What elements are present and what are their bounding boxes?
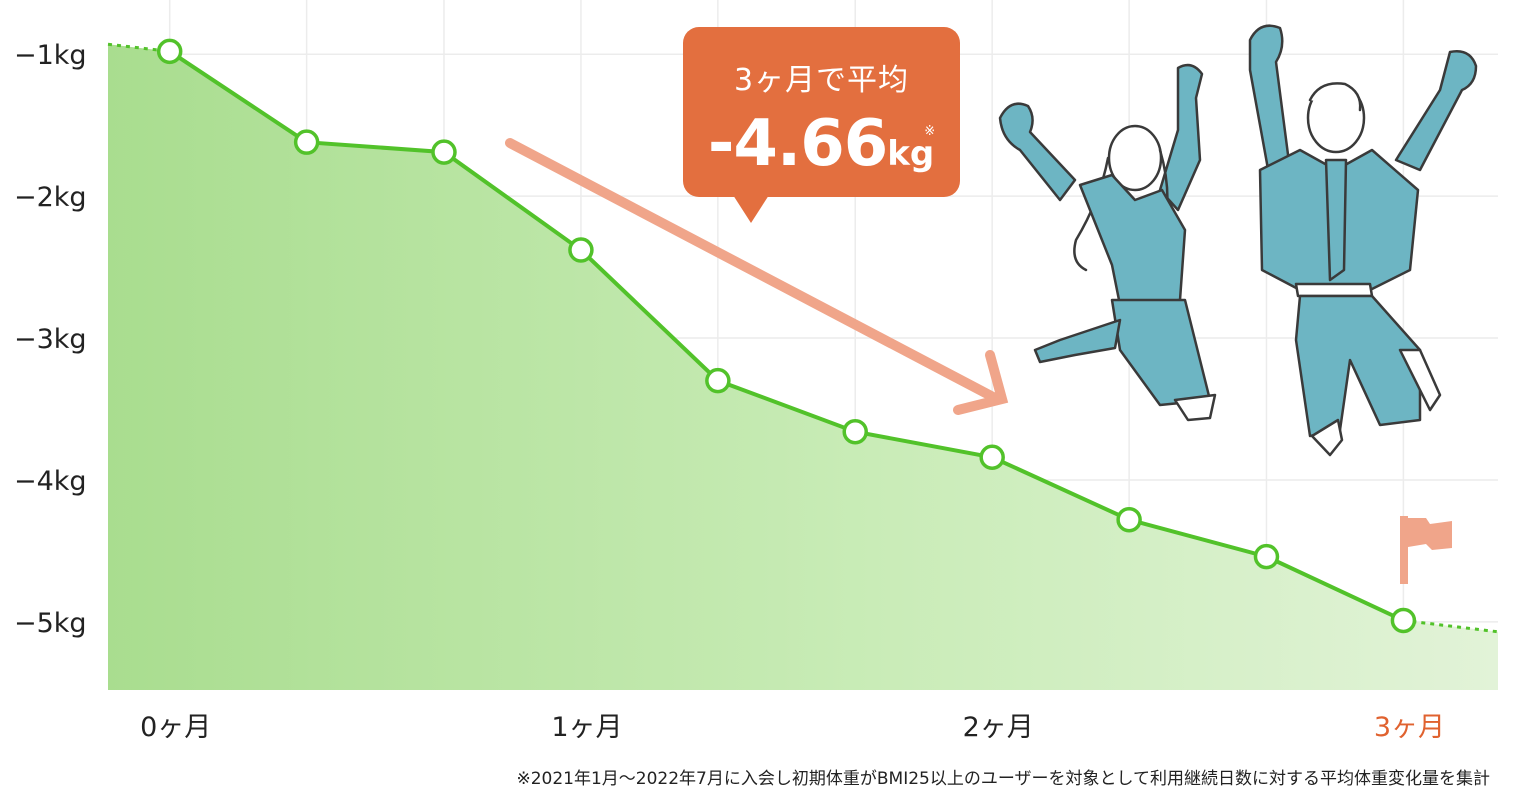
callout-note-mark: ※: [924, 124, 936, 139]
woman-figure: [998, 63, 1217, 422]
footnote: ※2021年1月〜2022年7月に入会し初期体重がBMI25以上のユーザーを対象…: [516, 769, 1490, 789]
data-point: [293, 129, 320, 155]
callout-value: -4.66: [707, 107, 888, 181]
x-tick-label: 0ヶ月: [140, 712, 211, 743]
callout-pointer: [733, 195, 769, 223]
callout-box: [683, 27, 960, 197]
callout-value-row: -4.66kg※: [683, 107, 960, 181]
callout-unit: kg: [887, 134, 935, 174]
data-point: [431, 139, 457, 165]
x-tick-label: 1ヶ月: [551, 712, 622, 743]
y-tick-label: −2kg: [14, 182, 87, 213]
data-point: [156, 38, 183, 65]
x-tick-label: 2ヶ月: [963, 712, 1034, 743]
goal-flag-icon: [1400, 516, 1452, 584]
data-point: [1116, 506, 1142, 533]
trend-line-start: [107, 42, 170, 53]
data-point: [705, 367, 731, 394]
y-tick-label: −3kg: [14, 324, 87, 355]
x-tick-label: 3ヶ月: [1374, 712, 1445, 743]
area-fill: [108, 44, 1498, 691]
x-axis-ticks: 0ヶ月 1ヶ月 2ヶ月 3ヶ月: [140, 712, 1445, 743]
y-axis-ticks: −1kg −2kg −3kg −4kg −5kg: [14, 40, 87, 639]
celebrating-people-illustration: [998, 24, 1478, 457]
y-tick-label: −5kg: [14, 608, 87, 639]
y-tick-label: −4kg: [14, 466, 87, 497]
data-point: [568, 237, 594, 263]
series-line: [168, 49, 1405, 623]
trend-line-end: [1403, 618, 1499, 634]
data-points: [156, 38, 1417, 634]
data-point: [979, 444, 1005, 470]
callout-caption: 3ヶ月で平均: [733, 63, 910, 98]
average-result-callout: 3ヶ月で平均 -4.66kg※: [683, 27, 960, 223]
data-point: [1390, 607, 1417, 634]
man-figure: [1248, 24, 1478, 457]
data-point: [842, 418, 868, 445]
data-point: [1253, 543, 1280, 570]
downward-trend-arrow-icon: [505, 138, 1009, 415]
y-tick-label: −1kg: [14, 40, 87, 71]
